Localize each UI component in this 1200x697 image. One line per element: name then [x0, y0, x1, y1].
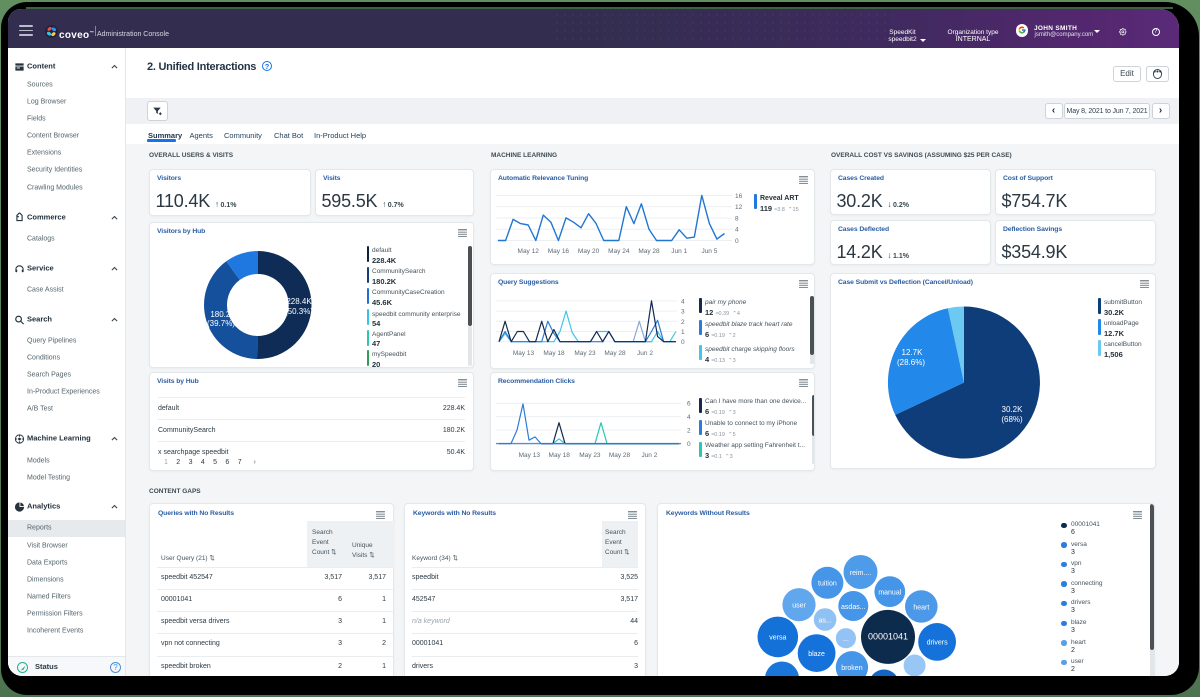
svg-text:May 16: May 16 [548, 248, 570, 255]
svg-text:May 12: May 12 [518, 248, 540, 255]
svg-text:manual: manual [878, 589, 901, 596]
svg-text:reim....: reim.... [850, 569, 871, 576]
svg-text:Jun 1: Jun 1 [671, 248, 687, 255]
svg-text:blaze: blaze [808, 650, 825, 657]
svg-text:228.4K: 228.4K [286, 297, 312, 306]
svg-text:(28.6%): (28.6%) [897, 358, 925, 367]
svg-text:(50.3%): (50.3%) [285, 307, 313, 316]
svg-text:4: 4 [687, 414, 691, 421]
svg-text:May 23: May 23 [579, 452, 601, 459]
svg-text:May 13: May 13 [519, 452, 541, 459]
svg-text:2: 2 [687, 428, 691, 435]
svg-text:drivers: drivers [927, 639, 949, 646]
svg-text:May 13: May 13 [513, 350, 535, 357]
svg-text:00001041: 00001041 [868, 631, 908, 641]
svg-text:user: user [792, 602, 806, 609]
svg-text:Jun 2: Jun 2 [641, 452, 657, 459]
svg-text:0: 0 [687, 441, 691, 448]
svg-text:May 28: May 28 [638, 248, 660, 255]
svg-text:6: 6 [687, 401, 691, 408]
svg-text:8: 8 [735, 215, 739, 222]
svg-text:180.2K: 180.2K [210, 310, 236, 319]
svg-text:4: 4 [735, 226, 739, 233]
svg-text:0: 0 [681, 339, 685, 346]
svg-text:heart: heart [913, 604, 929, 611]
svg-text:May 18: May 18 [543, 350, 565, 357]
svg-text:May 20: May 20 [578, 248, 600, 255]
svg-text:3: 3 [681, 308, 685, 315]
svg-text:...: ... [843, 636, 849, 643]
svg-text:broken: broken [841, 665, 863, 672]
svg-text:tuition: tuition [818, 580, 837, 587]
svg-text:asdas...: asdas... [841, 603, 866, 610]
svg-text:2: 2 [681, 318, 685, 325]
svg-text:May 28: May 28 [609, 452, 631, 459]
svg-text:12.7K: 12.7K [902, 348, 924, 357]
svg-text:as...: as... [818, 617, 831, 624]
svg-text:0: 0 [735, 238, 739, 245]
svg-text:Jun 2: Jun 2 [637, 350, 653, 357]
svg-text:(39.7%): (39.7%) [207, 319, 235, 328]
svg-text:May 18: May 18 [549, 452, 571, 459]
svg-text:1: 1 [681, 329, 685, 336]
svg-text:May 28: May 28 [604, 350, 626, 357]
svg-text:May 24: May 24 [608, 248, 630, 255]
svg-text:12: 12 [735, 204, 743, 211]
svg-text:Jun 5: Jun 5 [701, 248, 717, 255]
svg-text:versa: versa [769, 634, 786, 641]
svg-text:May 23: May 23 [574, 350, 596, 357]
svg-text:(68%): (68%) [1001, 415, 1023, 424]
svg-text:16: 16 [735, 193, 743, 200]
svg-text:30.2K: 30.2K [1002, 405, 1024, 414]
svg-text:4: 4 [681, 298, 685, 305]
